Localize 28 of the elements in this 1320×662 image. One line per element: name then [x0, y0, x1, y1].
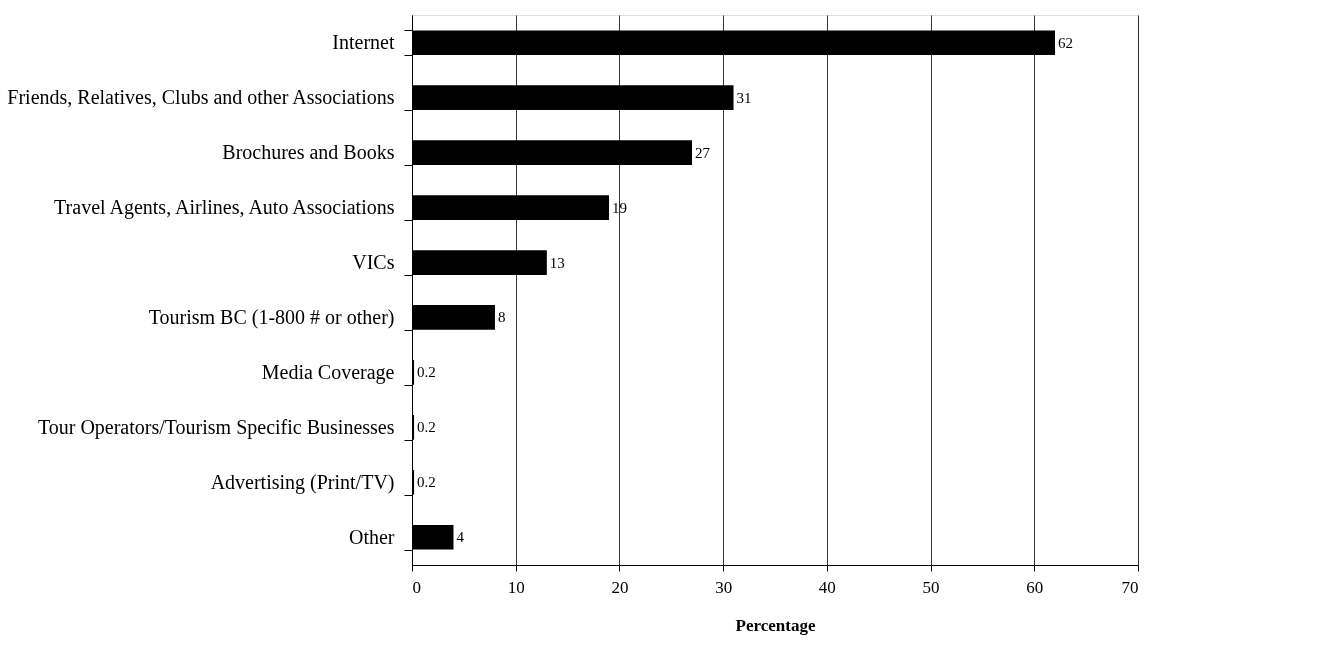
x-tick-label: 50 — [922, 577, 940, 597]
x-tick-label: 0 — [412, 577, 421, 597]
y-tick-label: Tourism BC (1-800 # or other) — [148, 305, 395, 329]
data-label: 27 — [695, 144, 711, 161]
y-tick-label: Advertising (Print/TV) — [210, 470, 395, 494]
x-tick-label: 60 — [1026, 577, 1044, 597]
y-tick-label: Friends, Relatives, Clubs and other Associations — [7, 86, 395, 109]
data-label: 8 — [497, 309, 506, 326]
x-tick-label: 70 — [1121, 577, 1139, 597]
y-tick-label: Travel Agents, Airlines, Auto Associations — [54, 196, 395, 220]
data-label: 62 — [1058, 34, 1074, 51]
data-label: 4 — [456, 529, 465, 546]
x-axis-title: Percentage — [735, 615, 816, 635]
y-tick-label: Other — [348, 525, 395, 548]
x-tick-label: 10 — [507, 577, 525, 597]
data-label: 31 — [736, 89, 752, 106]
y-tick-label: Internet — [332, 31, 395, 54]
data-label: 13 — [549, 254, 565, 271]
y-tick-label: Brochures and Books — [222, 141, 395, 164]
x-tick-label: 20 — [611, 577, 629, 597]
y-tick-label: Media Coverage — [261, 360, 395, 384]
data-label: 0.2 — [417, 474, 436, 491]
x-tick-label: 30 — [715, 577, 733, 597]
y-tick-label: Tour Operators/Tourism Specific Businesses — [37, 415, 395, 439]
x-tick-label: 40 — [818, 577, 836, 597]
y-tick-label: VICs — [352, 251, 395, 274]
data-label: 0.2 — [417, 419, 436, 436]
data-label: 0.2 — [417, 364, 436, 381]
